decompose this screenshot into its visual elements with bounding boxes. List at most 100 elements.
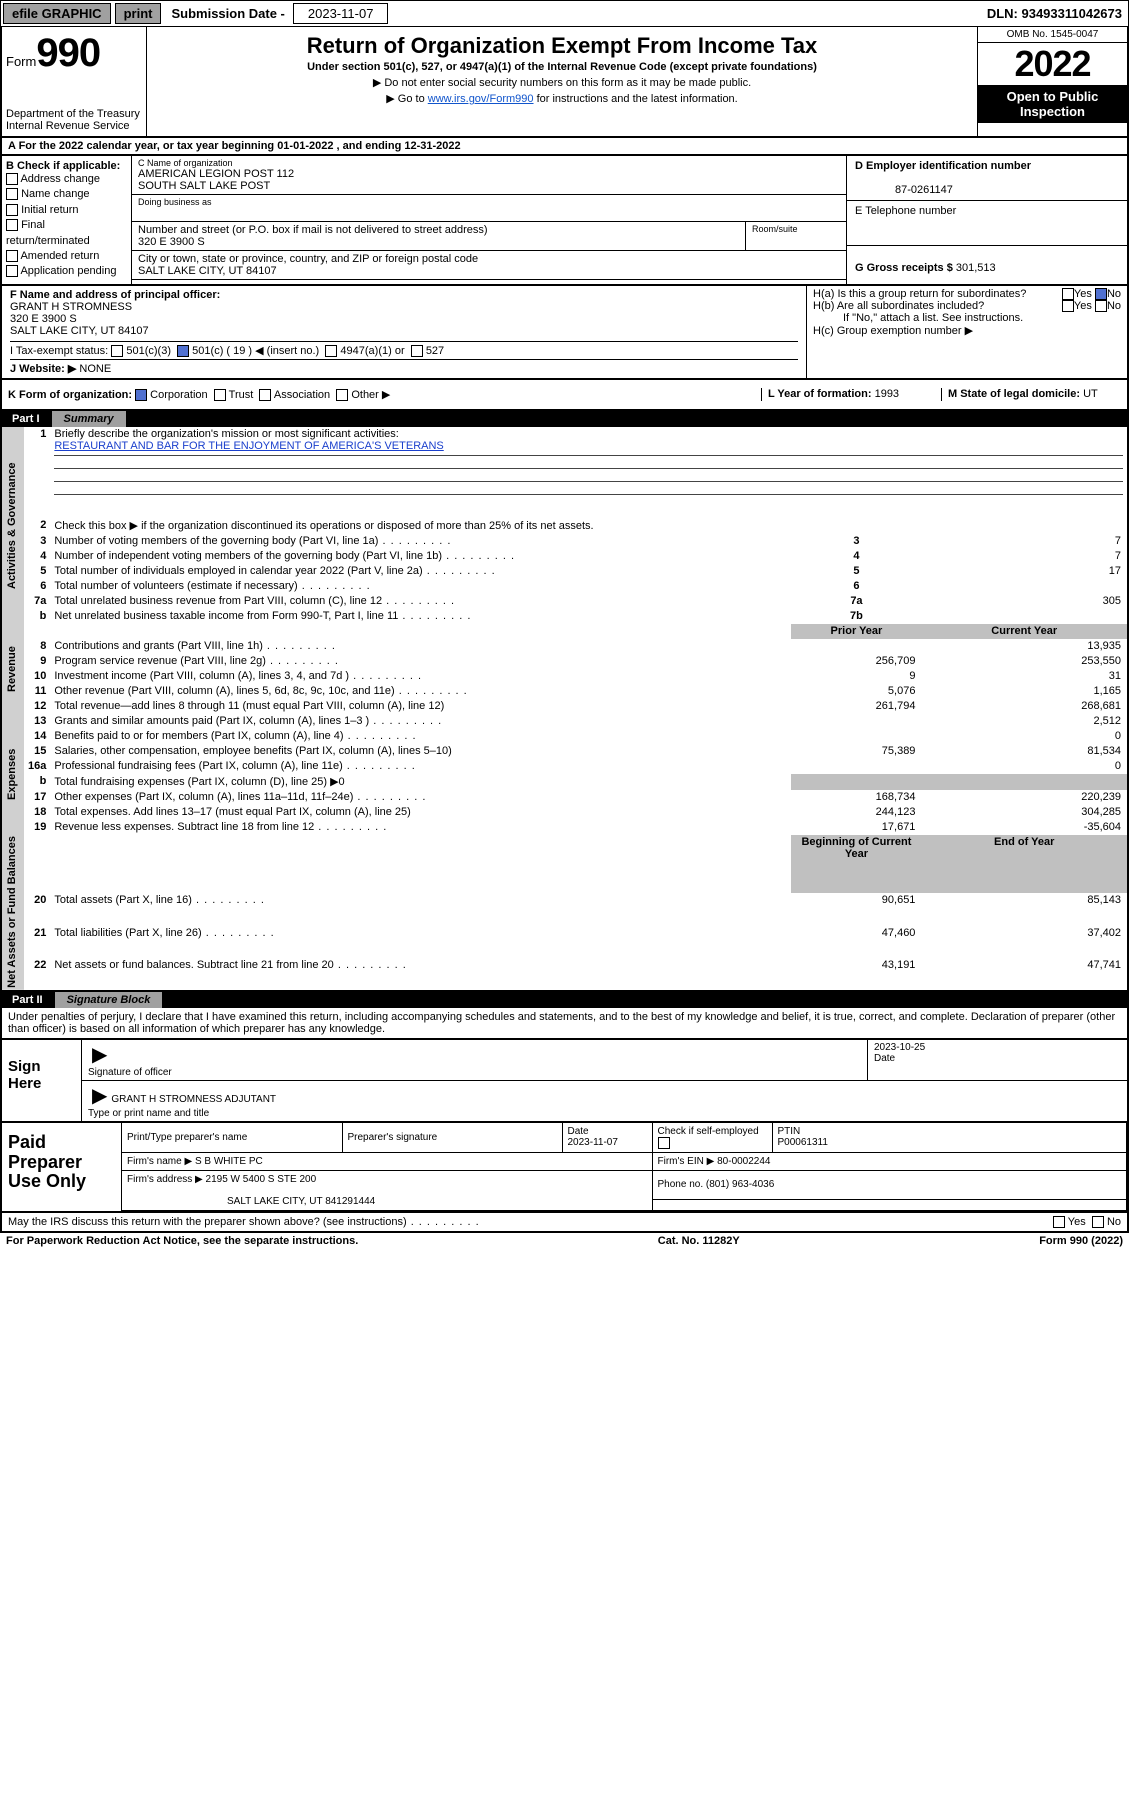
- chk-527[interactable]: [411, 345, 423, 357]
- chk-4947[interactable]: [325, 345, 337, 357]
- line-num-20: 20: [24, 893, 50, 925]
- prep-name-hdr: Print/Type preparer's name: [122, 1123, 342, 1153]
- ein-value: 87-0261147: [855, 184, 953, 196]
- line-num-18: 18: [24, 805, 50, 820]
- ha-yes[interactable]: [1062, 288, 1074, 300]
- line-17-text: Other expenses (Part IX, column (A), lin…: [50, 790, 791, 805]
- prior-8: [791, 639, 921, 654]
- chk-initial-return[interactable]: Initial return: [6, 203, 127, 218]
- line-5-text: Total number of individuals employed in …: [50, 564, 791, 579]
- val-5: 17: [921, 564, 1127, 579]
- part-2-name: Signature Block: [55, 992, 163, 1008]
- box-7b: 7b: [791, 609, 921, 624]
- part-1-table: Activities & Governance 1 Briefly descri…: [0, 427, 1129, 992]
- mission-link[interactable]: RESTAURANT AND BAR FOR THE ENJOYMENT OF …: [54, 440, 443, 452]
- sig-date-value: 2023-10-25: [874, 1042, 925, 1053]
- prior-14: [791, 729, 921, 744]
- line-18-text: Total expenses. Add lines 13–17 (must eq…: [50, 805, 791, 820]
- street-address: 320 E 3900 S: [138, 236, 739, 248]
- b-header: B Check if applicable:: [6, 160, 120, 172]
- chk-name-change[interactable]: Name change: [6, 187, 127, 202]
- paid-preparer-label: Paid Preparer Use Only: [2, 1123, 122, 1211]
- chk-address-change[interactable]: Address change: [6, 172, 127, 187]
- submission-date-value: 2023-11-07: [293, 3, 389, 24]
- line-9-text: Program service revenue (Part VIII, line…: [50, 654, 791, 669]
- chk-association[interactable]: [259, 389, 271, 401]
- line-11-text: Other revenue (Part VIII, column (A), li…: [50, 684, 791, 699]
- e-telephone: E Telephone number: [847, 201, 1127, 246]
- curr-16a: 0: [921, 759, 1127, 774]
- chk-final-return[interactable]: Final return/terminated: [6, 218, 127, 249]
- row-k-l-m: K Form of organization: Corporation Trus…: [0, 380, 1129, 411]
- line-21-text: Total liabilities (Part X, line 26): [50, 925, 791, 957]
- val-3: 7: [921, 534, 1127, 549]
- section-h: H(a) Is this a group return for subordin…: [807, 286, 1127, 378]
- hdr-eoy: End of Year: [921, 835, 1127, 893]
- ha-no[interactable]: [1095, 288, 1107, 300]
- discuss-yes[interactable]: [1053, 1216, 1065, 1228]
- part-1-header: Part I Summary: [0, 411, 1129, 427]
- chk-amended-return[interactable]: Amended return: [6, 249, 127, 264]
- prep-self-emp: Check if self-employed: [652, 1123, 772, 1153]
- city-label: City or town, state or province, country…: [138, 253, 840, 265]
- boy-22: 43,191: [791, 957, 921, 989]
- i-label: I Tax-exempt status:: [10, 345, 108, 357]
- prior-16b-shaded: [791, 774, 921, 790]
- efile-graphic-button[interactable]: efile GRAPHIC: [3, 3, 111, 24]
- part-2-header: Part II Signature Block: [0, 992, 1129, 1008]
- chk-501c3[interactable]: [111, 345, 123, 357]
- line-15-text: Salaries, other compensation, employee b…: [50, 744, 791, 759]
- line-num-7a: 7a: [24, 594, 50, 609]
- sig-date: 2023-10-25Date: [867, 1040, 1127, 1080]
- hb-yes[interactable]: [1062, 300, 1074, 312]
- curr-14: 0: [921, 729, 1127, 744]
- h-a: H(a) Is this a group return for subordin…: [813, 288, 1121, 300]
- pra-notice: For Paperwork Reduction Act Notice, see …: [6, 1235, 358, 1247]
- line-num-16b: b: [24, 774, 50, 790]
- discuss-no[interactable]: [1092, 1216, 1104, 1228]
- underline: [54, 455, 1123, 465]
- line-19-text: Revenue less expenses. Subtract line 18 …: [50, 820, 791, 835]
- line-2-text: Check this box ▶ if the organization dis…: [50, 518, 1127, 534]
- h-c: H(c) Group exemption number ▶: [813, 324, 1121, 337]
- chk-501c[interactable]: [177, 345, 189, 357]
- chk-self-employed[interactable]: [658, 1137, 670, 1149]
- line-num-6: 6: [24, 579, 50, 594]
- chk-trust[interactable]: [214, 389, 226, 401]
- hb-no[interactable]: [1095, 300, 1107, 312]
- box-5: 5: [791, 564, 921, 579]
- opt-trust: Trust: [229, 389, 254, 401]
- line-20-text: Total assets (Part X, line 16): [50, 893, 791, 925]
- section-c: C Name of organization AMERICAN LEGION P…: [132, 156, 847, 284]
- box-3: 3: [791, 534, 921, 549]
- line-num-3: 3: [24, 534, 50, 549]
- irs-link[interactable]: www.irs.gov/Form990: [428, 93, 534, 105]
- prior-9: 256,709: [791, 654, 921, 669]
- chk-application-pending[interactable]: Application pending: [6, 264, 127, 279]
- curr-8: 13,935: [921, 639, 1127, 654]
- val-4: 7: [921, 549, 1127, 564]
- top-bar: efile GRAPHIC print Submission Date - 20…: [0, 0, 1129, 27]
- instruction-2: ▶ Go to www.irs.gov/Form990 for instruct…: [155, 89, 969, 105]
- line-16b-text: Total fundraising expenses (Part IX, col…: [50, 774, 791, 790]
- form-word: Form: [6, 54, 36, 69]
- d-ein: D Employer identification number 87-0261…: [847, 156, 1127, 201]
- hdr-prior-year: Prior Year: [791, 624, 921, 639]
- f-label: F Name and address of principal officer:: [10, 289, 220, 301]
- form-footer: Form 990 (2022): [1039, 1235, 1123, 1247]
- sign-here-block: Sign Here ▶Signature of officer 2023-10-…: [0, 1040, 1129, 1123]
- side-net-assets: Net Assets or Fund Balances: [2, 835, 24, 990]
- instr2-suffix: for instructions and the latest informat…: [534, 93, 738, 105]
- val-7b: [921, 609, 1127, 624]
- eoy-20: 85,143: [921, 893, 1127, 925]
- main-title: Return of Organization Exempt From Incom…: [155, 31, 969, 61]
- chk-other[interactable]: [336, 389, 348, 401]
- curr-16b-shaded: [921, 774, 1127, 790]
- row-a-tax-year: A For the 2022 calendar year, or tax yea…: [0, 138, 1129, 156]
- line-7a-text: Total unrelated business revenue from Pa…: [50, 594, 791, 609]
- print-button[interactable]: print: [115, 3, 162, 24]
- line-12-text: Total revenue—add lines 8 through 11 (mu…: [50, 699, 791, 714]
- street-address-box: Number and street (or P.O. box if mail i…: [132, 222, 746, 251]
- chk-corporation[interactable]: [135, 389, 147, 401]
- curr-12: 268,681: [921, 699, 1127, 714]
